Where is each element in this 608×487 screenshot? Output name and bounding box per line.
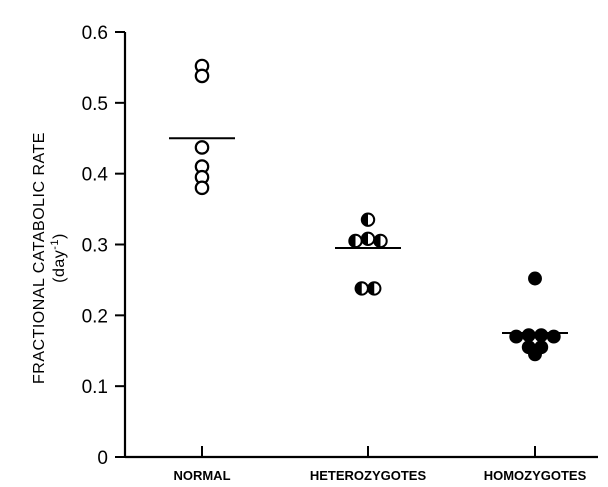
y-tick-label: 0.3: [82, 236, 108, 257]
data-point: [528, 347, 542, 362]
data-point: [546, 329, 561, 344]
data-point: [360, 212, 376, 227]
data-point: [194, 68, 210, 84]
data-point: [194, 180, 210, 196]
data-point: [348, 233, 363, 249]
y-tick-label: 0.5: [82, 94, 108, 115]
y-tick-label: 0.1: [82, 377, 108, 398]
y-axis-title: FRACTIONAL CATABOLIC RATE: [31, 132, 48, 384]
y-tick-label: 0: [97, 448, 108, 469]
data-point: [354, 281, 369, 296]
y-tick-label: 0.4: [82, 165, 109, 186]
data-points: [194, 58, 561, 362]
y-axis-unit-suffix: ): [51, 233, 68, 239]
data-point: [521, 328, 536, 343]
y-tick-label: 0.6: [82, 23, 108, 44]
data-point: [373, 233, 388, 249]
data-point: [194, 140, 210, 155]
data-point: [534, 328, 549, 343]
data-point: [528, 271, 542, 286]
y-axis-unit-prefix: (day: [51, 250, 68, 283]
y-tick-label: 0.2: [82, 306, 108, 327]
data-point: [360, 231, 376, 247]
y-axis-unit-exponent: -1: [49, 239, 61, 250]
x-category-label: HETEROZYGOTES: [310, 468, 427, 483]
x-ticks: NORMAL HETEROZYGOTES HOMOZYGOTES: [173, 446, 587, 483]
x-category-label: NORMAL: [173, 468, 230, 483]
data-point: [509, 329, 524, 344]
y-ticks: 0 0.1 0.2 0.3 0.4 0.5 0.6: [82, 23, 125, 469]
y-axis-unit: (day-1): [49, 233, 68, 283]
data-point: [367, 281, 382, 296]
x-category-label: HOMOZYGOTES: [484, 468, 587, 483]
